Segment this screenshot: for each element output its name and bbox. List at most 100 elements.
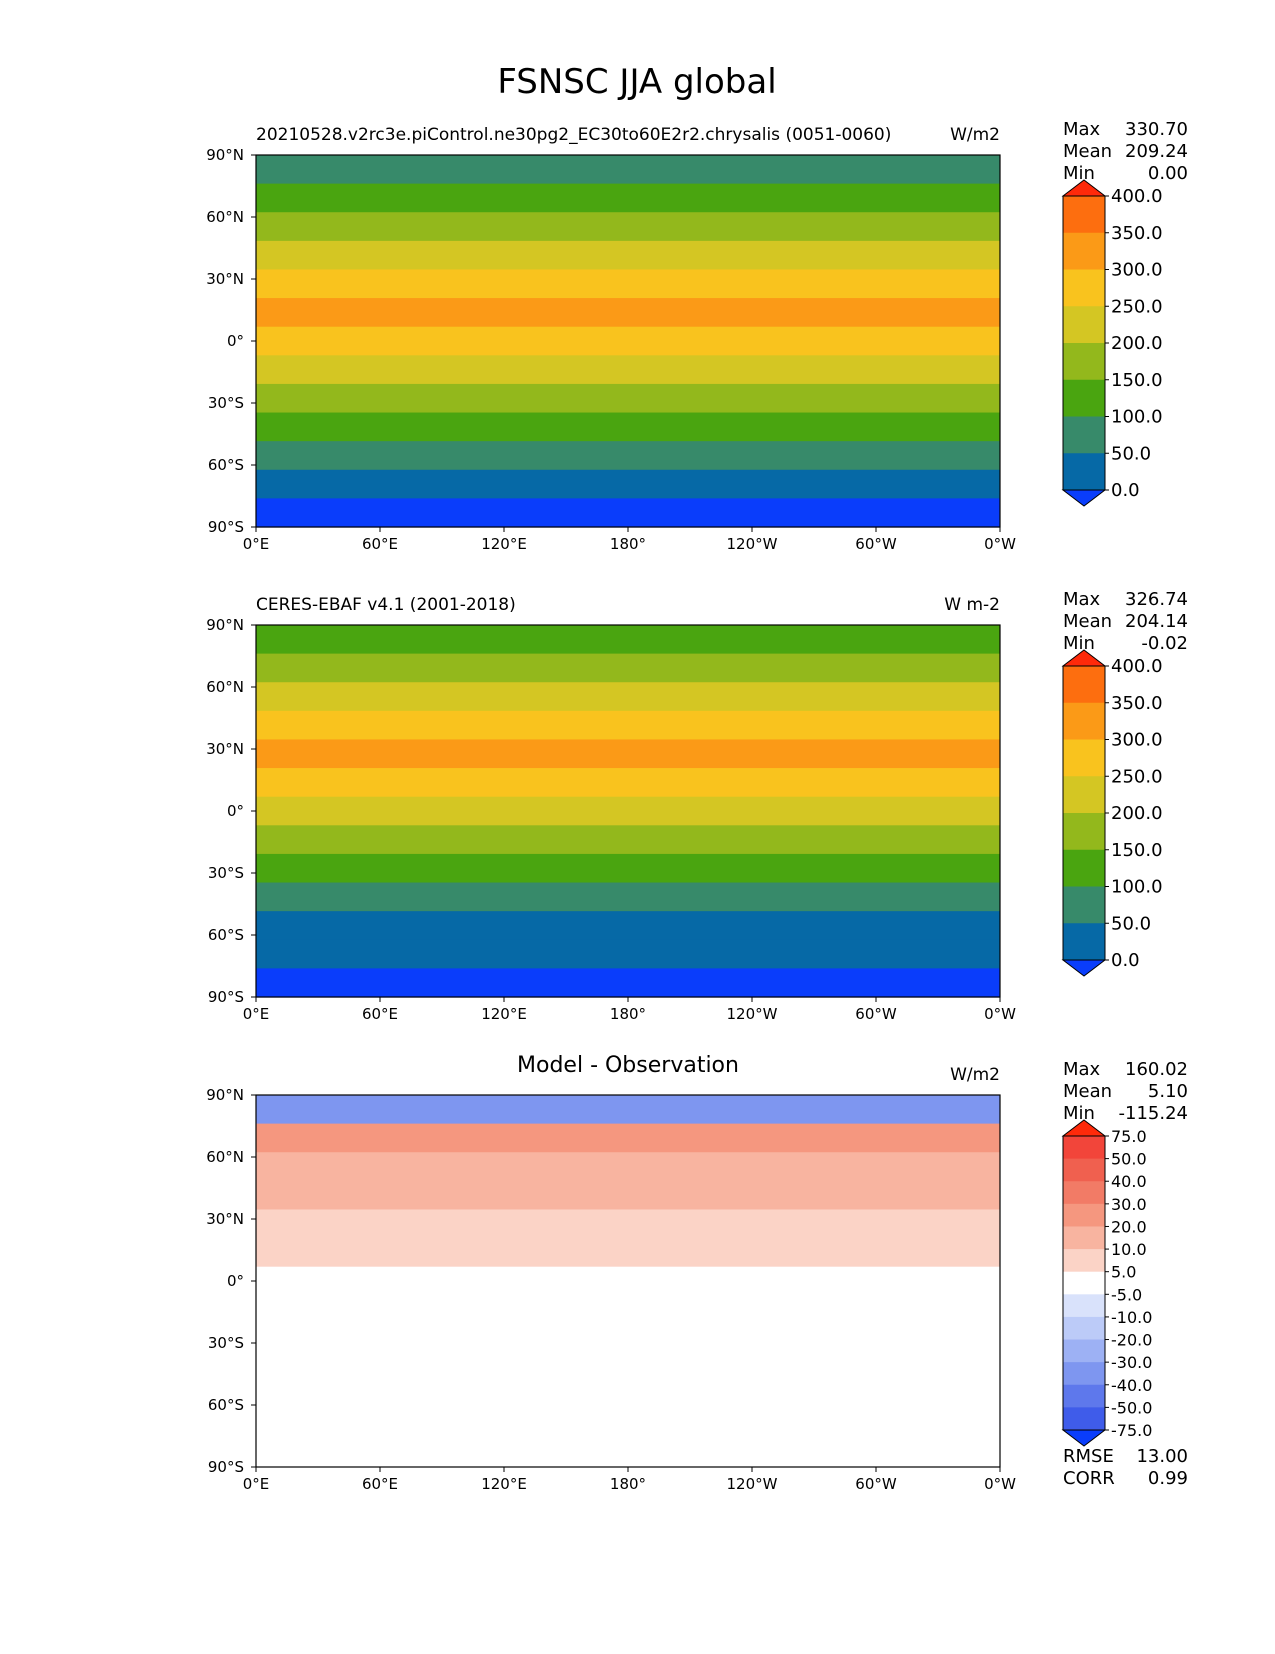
lat-band [256, 1323, 1000, 1354]
stat-max-label: Max [1063, 119, 1101, 140]
colorbar-segment [1063, 453, 1105, 491]
colorbar-segment [1063, 666, 1105, 704]
lat-band [256, 968, 1000, 998]
colorbar-label: 5.0 [1111, 1263, 1136, 1282]
lat-band [256, 739, 1000, 769]
y-tick-label: 30°S [208, 864, 244, 882]
lat-band [256, 825, 1000, 855]
lat-band [256, 653, 1000, 683]
y-tick-label: 90°N [206, 146, 244, 164]
panel-test: 20210528.v2rc3e.piControl.ne30pg2_EC30to… [206, 119, 1188, 553]
lat-band [256, 326, 1000, 356]
stat-min-value: -115.24 [1119, 1103, 1188, 1124]
x-tick-label: 120°W [727, 535, 778, 553]
panel-title-left: 20210528.v2rc3e.piControl.ne30pg2_EC30to… [256, 125, 891, 145]
colorbar-label: 150.0 [1111, 840, 1163, 861]
lat-band [256, 269, 1000, 299]
x-tick-label: 60°E [362, 1475, 398, 1493]
colorbar-segment [1063, 1249, 1105, 1273]
x-tick-labels: 0°E 60°E 120°E 180° 120°W 60°W 0°W [243, 527, 1016, 553]
lat-band [256, 240, 1000, 271]
colorbar-segment [1063, 1158, 1105, 1182]
stat-max-value: 160.02 [1125, 1059, 1188, 1080]
colorbar-segment [1063, 1136, 1105, 1160]
panel-title-center: Model - Observation [517, 1053, 739, 1078]
x-tick-label: 180° [610, 1005, 646, 1023]
colorbar-segment [1063, 196, 1105, 234]
y-tick-label: 0° [227, 802, 244, 820]
y-tick-label: 60°S [208, 456, 244, 474]
colorbar-extend-bottom [1061, 959, 1107, 977]
colorbar-segment [1063, 1181, 1105, 1205]
x-tick-label: 60°W [855, 1475, 897, 1493]
colorbar-extend-bottom [1061, 489, 1107, 507]
colorbar-label: 100.0 [1111, 407, 1163, 428]
colorbar-label: 400.0 [1111, 656, 1163, 677]
y-tick-label: 30°N [206, 1210, 244, 1228]
map-area [255, 154, 1001, 528]
colorbar-segment [1063, 1339, 1105, 1363]
colorbar-segment [1063, 343, 1105, 381]
stat-min-value: 0.00 [1148, 163, 1188, 184]
y-tick-label: 60°S [208, 1396, 244, 1414]
panel-difference: Model - Observation W/m2 0°E 60°E 120°E 180… [206, 1053, 1188, 1493]
y-tick-label: 30°S [208, 1334, 244, 1352]
colorbar-label: 200.0 [1111, 333, 1163, 354]
stat-max-value: 330.70 [1125, 119, 1188, 140]
stat-mean-label: Mean [1063, 1081, 1112, 1102]
lat-band [256, 796, 1000, 826]
colorbar-label: 40.0 [1111, 1172, 1147, 1191]
colorbar-label: -50.0 [1111, 1398, 1152, 1417]
x-tick-label: 0°W [984, 1475, 1016, 1493]
rmse-value: 13.00 [1136, 1446, 1188, 1467]
x-tick-label: 60°E [362, 535, 398, 553]
x-tick-label: 60°W [855, 1005, 897, 1023]
x-tick-labels: 0°E 60°E 120°E 180° 120°W 60°W 0°W [243, 997, 1016, 1023]
y-tick-label: 60°N [206, 678, 244, 696]
lat-band [256, 1152, 1000, 1182]
colorbar-label: 350.0 [1111, 693, 1163, 714]
colorbar-segment [1063, 1384, 1105, 1408]
colorbar-label: 0.0 [1111, 950, 1140, 971]
colorbar-segment [1063, 702, 1105, 740]
colorbar-segment [1063, 306, 1105, 344]
x-tick-label: 120°W [727, 1005, 778, 1023]
stat-max-label: Max [1063, 1059, 1101, 1080]
lat-band [256, 625, 1000, 655]
stats-block: Max 160.02 Mean 5.10 Min -115.24 [1063, 1059, 1188, 1124]
lat-band [256, 853, 1000, 884]
lat-band [256, 682, 1000, 712]
colorbar-label: 200.0 [1111, 803, 1163, 824]
y-tick-label: 30°S [208, 394, 244, 412]
colorbar-segment [1063, 232, 1105, 270]
lat-band [256, 939, 1000, 969]
colorbar-label: 10.0 [1111, 1240, 1147, 1259]
stat-min-label: Min [1063, 163, 1095, 184]
x-tick-label: 60°E [362, 1005, 398, 1023]
x-tick-label: 120°E [481, 1475, 527, 1493]
colorbar-segment [1063, 886, 1105, 924]
colorbar-label: 30.0 [1111, 1195, 1147, 1214]
lat-band [256, 1180, 1000, 1211]
lat-band [256, 1409, 1000, 1439]
colorbar-segment [1063, 813, 1105, 851]
stats-block: Max 330.70 Mean 209.24 Min 0.00 [1063, 119, 1188, 184]
x-tick-label: 60°W [855, 535, 897, 553]
colorbar-label: 100.0 [1111, 877, 1163, 898]
colorbar-label: 150.0 [1111, 370, 1163, 391]
lat-band [256, 710, 1000, 741]
stat-mean-label: Mean [1063, 611, 1112, 632]
y-tick-label: 90°S [208, 1458, 244, 1476]
lat-band [256, 1295, 1000, 1325]
x-tick-label: 0°E [243, 1475, 270, 1493]
y-tick-label: 90°N [206, 616, 244, 634]
colorbar-segment [1063, 1203, 1105, 1227]
colorbar-label: 300.0 [1111, 260, 1163, 281]
colorbar-segment [1063, 379, 1105, 417]
y-tick-label: 0° [227, 1272, 244, 1290]
colorbar-segment [1063, 1226, 1105, 1250]
colorbar-segment [1063, 1407, 1105, 1431]
colorbar-label: -75.0 [1111, 1421, 1152, 1440]
x-tick-label: 120°W [727, 1475, 778, 1493]
